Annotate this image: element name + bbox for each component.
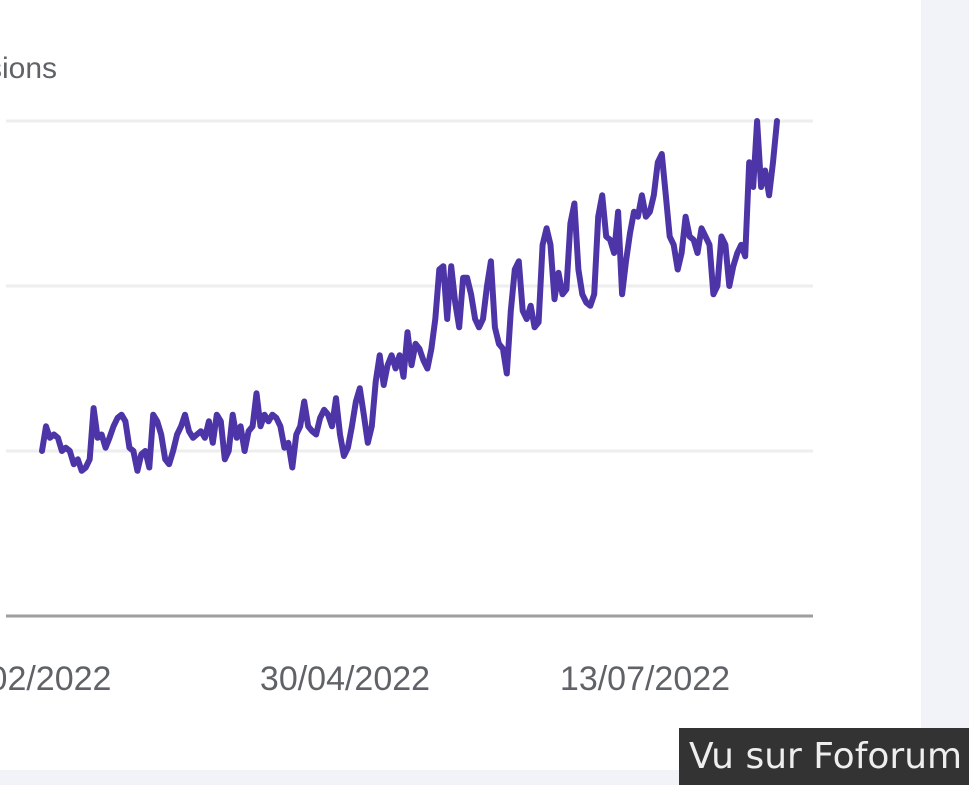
x-tick-label-3: 13/07/2022 — [560, 660, 730, 698]
gridlines — [6, 119, 813, 453]
x-tick-labels: 02/2022 30/04/2022 13/07/2022 — [0, 660, 730, 698]
chart-card: ssions 02/2022 30/04/2022 13/07/2022 — [0, 0, 921, 770]
watermark[interactable]: Vu sur Foforum — [679, 728, 969, 785]
x-tick-label-1: 02/2022 — [0, 660, 111, 698]
series-line-1 — [39, 118, 780, 474]
line-chart: 02/2022 30/04/2022 13/07/2022 — [0, 118, 813, 698]
x-tick-label-2: 30/04/2022 — [260, 660, 430, 698]
y-axis-label: ssions — [0, 52, 58, 85]
series-layer — [39, 118, 780, 474]
